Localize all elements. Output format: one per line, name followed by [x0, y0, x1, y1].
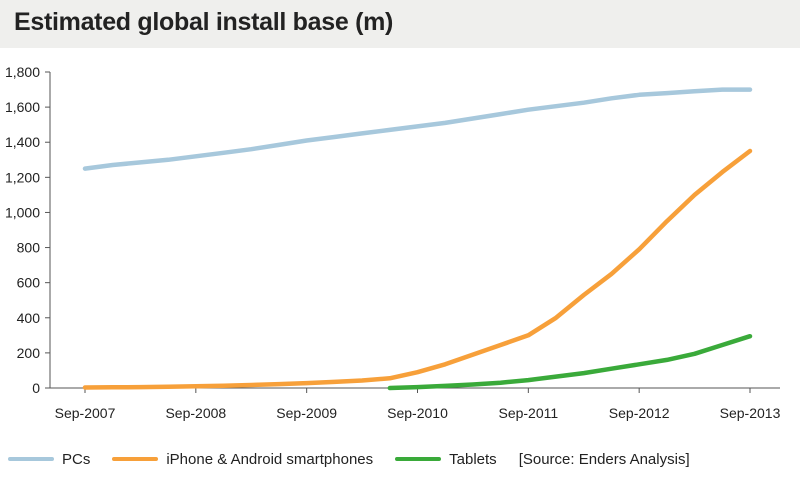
legend-item-smartphones: iPhone & Android smartphones — [112, 451, 373, 468]
line-chart: 0 200 400 600 800 1,000 1,200 1,400 1,600 1,800 Se… — [5, 64, 781, 421]
legend-label-tablets: Tablets — [449, 450, 497, 468]
y-tick-label: 800 — [17, 240, 41, 256]
legend-item-pcs: PCs — [8, 451, 90, 468]
legend-label-smartphones: iPhone & Android smartphones — [166, 450, 374, 468]
series-line-tablets — [387, 333, 753, 391]
legend-swatch-tablets — [395, 457, 442, 461]
y-tick-label: 1,200 — [5, 169, 40, 185]
y-tick-label: 0 — [32, 380, 40, 396]
y-tick-label: 1,800 — [5, 64, 40, 80]
x-tick-label: Sep-2010 — [387, 405, 448, 421]
legend: PCs iPhone & Android smartphones Tablets… — [8, 448, 690, 470]
series-line-pcs — [82, 87, 753, 171]
legend-item-tablets: Tablets — [395, 451, 497, 468]
chart-title: Estimated global install base (m) — [14, 8, 394, 36]
x-tick-label: Sep-2012 — [609, 405, 670, 421]
x-tick-label: Sep-2011 — [498, 405, 558, 421]
source-note: [Source: Enders Analysis] — [518, 450, 690, 468]
y-tick-label: 1,600 — [5, 99, 40, 115]
y-tick-label: 1,000 — [5, 204, 40, 220]
legend-label-pcs: PCs — [62, 450, 91, 468]
title-bar — [0, 0, 800, 48]
legend-swatch-pcs — [8, 457, 54, 461]
series-layer — [82, 87, 753, 391]
y-tick-label: 600 — [17, 275, 41, 291]
x-tick-label: Sep-2007 — [55, 405, 116, 421]
y-tick-label: 200 — [17, 345, 41, 361]
axes: 0 200 400 600 800 1,000 1,200 1,400 1,600 1,800 Se… — [5, 64, 781, 421]
x-tick-label: Sep-2013 — [720, 405, 781, 421]
x-tick-label: Sep-2008 — [165, 405, 226, 421]
x-tick-label: Sep-2009 — [276, 405, 337, 421]
legend-swatch-smartphones — [112, 457, 159, 461]
y-tick-label: 400 — [17, 310, 41, 326]
series-line-smartphones — [82, 148, 753, 390]
y-tick-label: 1,400 — [5, 134, 40, 150]
